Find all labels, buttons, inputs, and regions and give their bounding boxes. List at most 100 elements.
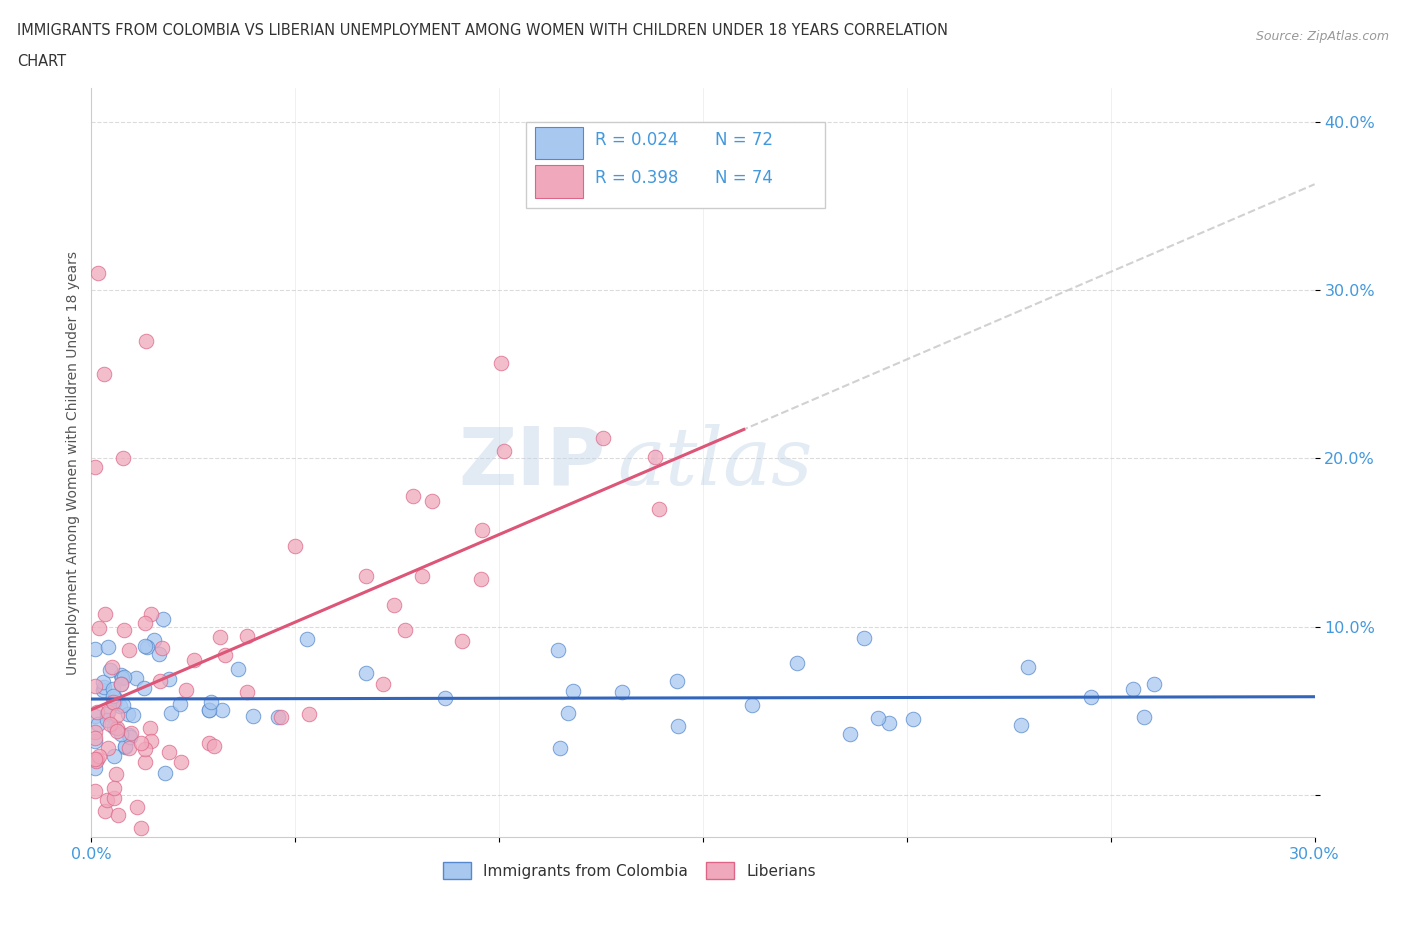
Point	[97, 704, 120, 719]
Point	[111, 451, 134, 466]
Point	[110, 727, 132, 742]
Point	[295, 631, 318, 646]
Text: N = 74: N = 74	[716, 169, 773, 187]
Point	[267, 710, 290, 724]
Point	[84, 724, 107, 739]
Point	[134, 742, 156, 757]
Point	[226, 662, 249, 677]
Point	[117, 706, 139, 721]
Point	[139, 734, 162, 749]
Point	[170, 755, 193, 770]
Point	[84, 761, 107, 776]
Point	[183, 653, 205, 668]
Point	[101, 681, 124, 696]
Point	[236, 629, 259, 644]
Point	[104, 691, 127, 706]
Text: IMMIGRANTS FROM COLOMBIA VS LIBERIAN UNEMPLOYMENT AMONG WOMEN WITH CHILDREN UNDE: IMMIGRANTS FROM COLOMBIA VS LIBERIAN UNE…	[17, 23, 948, 38]
Point	[665, 674, 688, 689]
Point	[136, 640, 159, 655]
Point	[1133, 710, 1156, 724]
Point	[548, 740, 571, 755]
Point	[547, 643, 569, 658]
Point	[112, 622, 135, 637]
Point	[852, 631, 875, 645]
Point	[557, 706, 579, 721]
Point	[105, 724, 128, 738]
Point	[84, 730, 107, 745]
Point	[373, 677, 395, 692]
Text: ZIP: ZIP	[458, 424, 605, 501]
Point	[134, 638, 156, 653]
Point	[100, 716, 122, 731]
Legend: Immigrants from Colombia, Liberians: Immigrants from Colombia, Liberians	[437, 856, 823, 885]
Point	[143, 632, 166, 647]
Point	[411, 568, 433, 583]
Point	[382, 597, 405, 612]
Point	[155, 765, 177, 780]
Point	[84, 642, 107, 657]
Point	[270, 709, 292, 724]
Point	[84, 459, 107, 474]
Point	[93, 680, 115, 695]
Point	[103, 749, 125, 764]
Point	[198, 736, 221, 751]
Point	[94, 606, 117, 621]
Point	[394, 623, 416, 638]
Point	[356, 569, 378, 584]
Point	[118, 728, 141, 743]
Point	[297, 707, 319, 722]
Point	[118, 643, 141, 658]
Point	[471, 522, 494, 537]
Point	[105, 720, 128, 735]
Point	[114, 739, 136, 754]
Point	[103, 696, 125, 711]
Text: Source: ZipAtlas.com: Source: ZipAtlas.com	[1256, 30, 1389, 43]
Point	[91, 683, 114, 698]
Point	[200, 694, 222, 709]
Point	[159, 744, 181, 759]
Y-axis label: Unemployment Among Women with Children Under 18 years: Unemployment Among Women with Children U…	[66, 251, 80, 674]
Point	[125, 799, 148, 814]
Point	[129, 821, 152, 836]
Point	[174, 683, 197, 698]
Point	[103, 780, 125, 795]
Point	[97, 740, 120, 755]
Point	[93, 367, 115, 382]
Point	[741, 698, 763, 712]
Point	[110, 676, 132, 691]
Point	[489, 355, 512, 370]
Point	[450, 633, 472, 648]
Point	[114, 738, 136, 753]
Point	[129, 736, 152, 751]
Point	[1080, 689, 1102, 704]
Point	[868, 711, 890, 725]
Point	[1122, 682, 1144, 697]
Point	[103, 720, 125, 735]
Point	[354, 666, 377, 681]
Point	[112, 698, 135, 712]
Point	[101, 659, 124, 674]
Point	[434, 690, 457, 705]
Point	[202, 738, 225, 753]
Point	[134, 755, 156, 770]
Point	[169, 698, 191, 712]
Point	[592, 431, 614, 445]
Point	[120, 729, 142, 744]
Point	[901, 712, 924, 727]
Point	[284, 539, 307, 554]
Point	[101, 695, 124, 710]
Point	[152, 641, 174, 656]
Point	[648, 501, 671, 516]
Point	[110, 677, 132, 692]
Point	[139, 721, 162, 736]
Point	[112, 670, 135, 684]
Point	[208, 630, 231, 644]
Point	[132, 681, 155, 696]
Point	[236, 684, 259, 699]
Text: R = 0.024: R = 0.024	[595, 131, 679, 149]
Point	[666, 719, 689, 734]
Point	[87, 620, 110, 635]
Point	[148, 647, 170, 662]
Point	[470, 572, 492, 587]
FancyBboxPatch shape	[536, 166, 583, 198]
